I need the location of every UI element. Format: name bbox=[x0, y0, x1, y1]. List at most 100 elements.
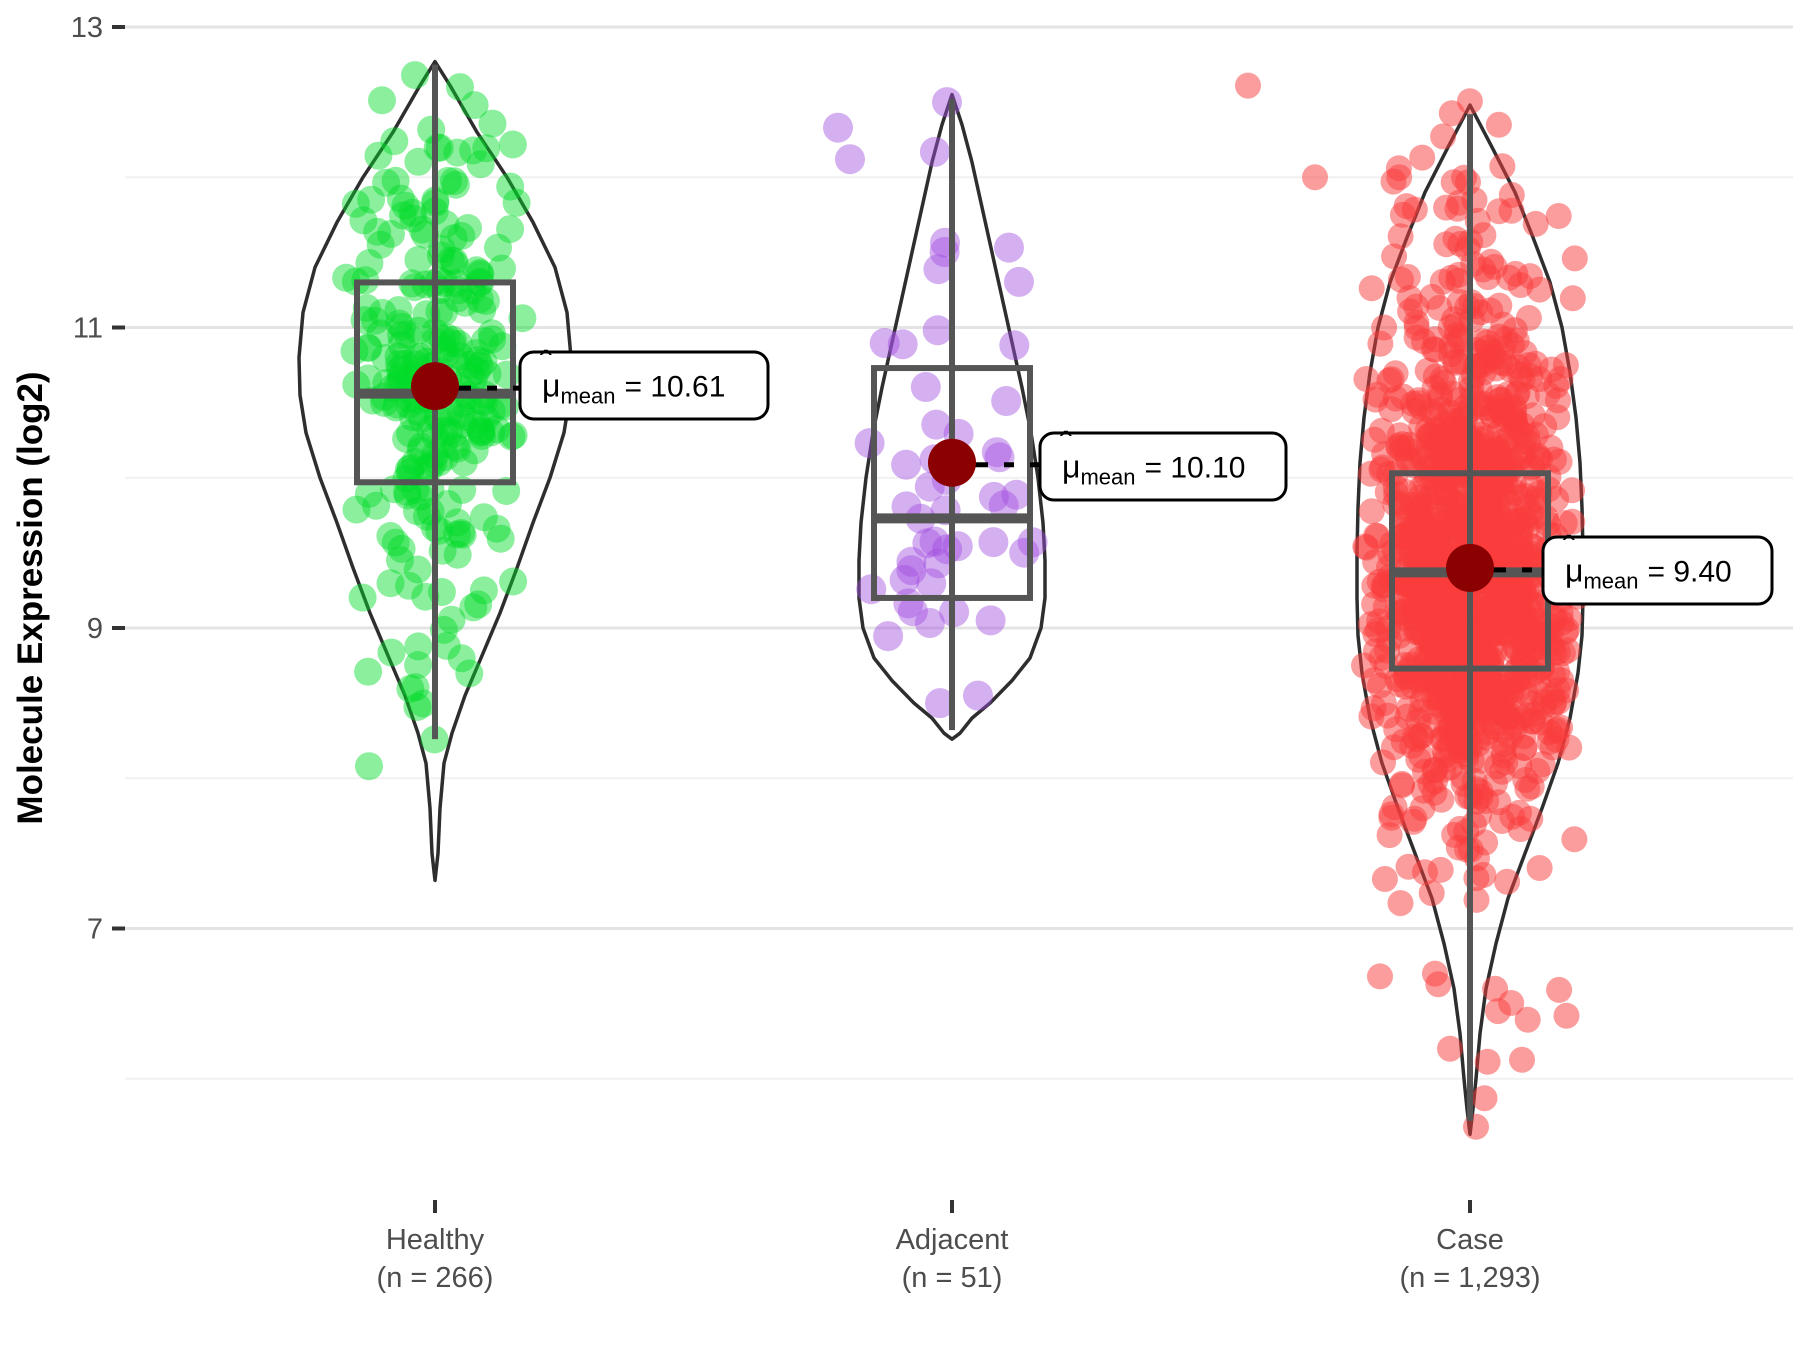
jitter-point bbox=[443, 520, 471, 549]
jitter-point bbox=[1552, 352, 1579, 379]
jitter-point bbox=[499, 567, 528, 596]
jitter-point bbox=[460, 436, 489, 465]
jitter-point bbox=[473, 359, 502, 388]
jitter-point bbox=[455, 361, 484, 390]
jitter-point bbox=[447, 519, 476, 547]
jitter-point bbox=[462, 410, 491, 439]
jitter-point bbox=[919, 526, 950, 557]
jitter-point bbox=[1358, 275, 1385, 302]
jitter-point bbox=[1442, 349, 1469, 376]
jitter-point bbox=[896, 546, 927, 577]
jitter-point bbox=[1529, 751, 1556, 778]
jitter-point bbox=[1559, 285, 1586, 312]
jitter-point bbox=[454, 214, 482, 242]
x-axis: Healthy (n = 266) Adjacent (n = 51) Case (n =… bbox=[377, 1200, 1541, 1294]
jitter-point bbox=[1388, 436, 1415, 463]
jitter-point bbox=[332, 263, 361, 292]
jitter-point bbox=[1390, 574, 1417, 601]
jitter-point bbox=[396, 419, 425, 448]
jitter-point bbox=[478, 325, 507, 354]
jitter-point bbox=[1522, 210, 1549, 237]
jitter-point bbox=[341, 189, 370, 218]
jitter-point bbox=[396, 458, 425, 487]
jitter-point bbox=[991, 386, 1022, 416]
jitter-point bbox=[471, 404, 500, 433]
jitter-point bbox=[435, 417, 464, 446]
jitter-point bbox=[1482, 975, 1509, 1002]
jitter-point bbox=[942, 531, 973, 562]
jitter-point bbox=[1553, 1002, 1580, 1029]
jitter-point bbox=[1470, 222, 1497, 249]
x-tick-label-line2: (n = 266) bbox=[377, 1262, 494, 1294]
jitter-point bbox=[896, 555, 927, 586]
mean-label-value: = 9.40 bbox=[1647, 556, 1731, 589]
jitter-point bbox=[835, 144, 865, 175]
jitter-point bbox=[1387, 890, 1414, 917]
jitter-point bbox=[462, 339, 491, 368]
mean-label-text: μmean = 10.10 bbox=[1062, 449, 1245, 490]
jitter-point bbox=[398, 198, 427, 227]
jitter-point bbox=[393, 481, 422, 510]
jitter-point bbox=[488, 332, 517, 361]
jitter-point bbox=[1381, 243, 1408, 270]
jitter-point bbox=[1358, 498, 1385, 525]
jitter-point bbox=[869, 328, 900, 358]
y-tick-label: 11 bbox=[73, 313, 103, 345]
jitter-point bbox=[484, 233, 512, 262]
jitter-point bbox=[1353, 366, 1380, 392]
jitter-point bbox=[371, 344, 400, 373]
jitter-point bbox=[1009, 537, 1040, 568]
jitter-point bbox=[467, 422, 496, 450]
jitter-point bbox=[1511, 427, 1538, 454]
jitter-point bbox=[377, 638, 406, 667]
mean-point bbox=[411, 362, 459, 411]
jitter-points bbox=[332, 61, 537, 781]
jitter-point bbox=[392, 424, 421, 453]
jitter-point bbox=[1403, 498, 1430, 525]
jitter-point bbox=[1378, 396, 1405, 423]
jitter-point bbox=[1471, 1085, 1498, 1112]
jitter-point bbox=[932, 87, 962, 118]
jitter-point bbox=[386, 362, 415, 391]
jitter-point bbox=[1366, 568, 1393, 595]
jitter-point bbox=[1517, 263, 1543, 290]
jitter-point bbox=[465, 285, 494, 314]
jitter-point bbox=[1545, 203, 1572, 229]
jitter-point bbox=[401, 61, 429, 90]
x-tick-label-line2: (n = 51) bbox=[902, 1262, 1003, 1294]
jitter-point bbox=[1444, 321, 1471, 348]
jitter-point bbox=[1421, 757, 1448, 784]
jitter-point bbox=[469, 347, 498, 376]
jitter-point bbox=[403, 555, 432, 584]
jitter-point bbox=[449, 448, 478, 477]
jitter-point bbox=[1445, 626, 1472, 653]
jitter-point bbox=[466, 150, 495, 179]
mean-point bbox=[928, 438, 976, 487]
jitter-point bbox=[372, 168, 401, 197]
jitter-point bbox=[424, 448, 453, 477]
jitter-point bbox=[1561, 245, 1588, 272]
jitter-point bbox=[437, 605, 466, 634]
jitter-point bbox=[999, 330, 1030, 361]
y-tick-label: 9 bbox=[87, 613, 103, 645]
violin-outline bbox=[297, 59, 573, 883]
y-axis: 13 11 9 7 bbox=[71, 12, 125, 946]
jitter-point bbox=[459, 136, 488, 165]
jitter-point bbox=[1407, 722, 1434, 749]
x-tick-label-line1: Healthy bbox=[386, 1224, 485, 1256]
jitter-point bbox=[1442, 225, 1469, 252]
jitter-point bbox=[439, 419, 468, 448]
jitter-point bbox=[1368, 456, 1395, 483]
jitter-point bbox=[408, 215, 437, 244]
jitter-point bbox=[887, 329, 918, 360]
jitter-point bbox=[477, 397, 506, 426]
jitter-point bbox=[342, 495, 371, 524]
jitter-point bbox=[1547, 601, 1574, 627]
jitter-point bbox=[444, 330, 473, 358]
jitter-point bbox=[362, 491, 391, 520]
jitter-point bbox=[1426, 381, 1453, 408]
jitter-point bbox=[466, 418, 495, 447]
jitter-point bbox=[386, 355, 414, 384]
